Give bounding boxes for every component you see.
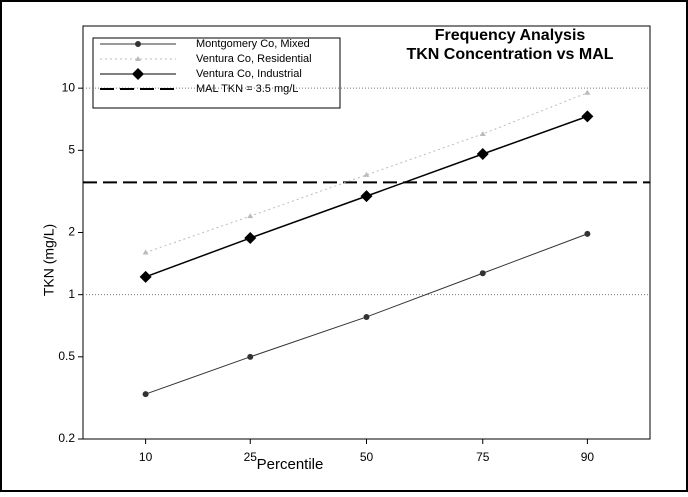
point [363, 171, 370, 177]
legend-label: Montgomery Co, Mixed [196, 38, 310, 50]
point [479, 130, 486, 136]
x-tick-label: 90 [581, 450, 595, 464]
point [584, 89, 591, 95]
y-tick-label: 0.5 [58, 349, 75, 363]
y-tick-label: 2 [68, 225, 75, 239]
y-tick-label: 10 [62, 80, 76, 94]
y-tick-label: 1 [68, 287, 75, 301]
point [360, 190, 373, 203]
point [142, 249, 149, 255]
legend-label: Ventura Co, Industrial [196, 68, 302, 80]
y-tick-label: 5 [68, 142, 75, 156]
y-tick-label: 0.2 [58, 431, 75, 445]
legend-marker [135, 56, 141, 61]
x-tick-label: 10 [139, 450, 153, 464]
x-axis-label: Percentile [257, 456, 324, 473]
point [363, 313, 370, 320]
point [581, 110, 594, 123]
y-axis-label: TKN (mg/L) [41, 224, 57, 296]
legend-marker [135, 41, 141, 47]
point [142, 391, 149, 398]
x-tick-label: 75 [476, 450, 490, 464]
point [476, 147, 489, 160]
legend-label: Ventura Co, Residential [196, 53, 312, 65]
x-tick-label: 25 [244, 450, 258, 464]
point [244, 232, 257, 245]
point [479, 270, 486, 277]
point [584, 230, 591, 237]
chart-title: TKN Concentration vs MAL [406, 46, 613, 63]
point [139, 270, 152, 283]
legend-label: MAL TKN = 3.5 mg/L [196, 83, 298, 95]
x-tick-label: 50 [360, 450, 374, 464]
chart-title: Frequency Analysis [435, 27, 586, 44]
point [247, 353, 254, 360]
point [247, 213, 254, 219]
legend-marker [132, 68, 144, 80]
